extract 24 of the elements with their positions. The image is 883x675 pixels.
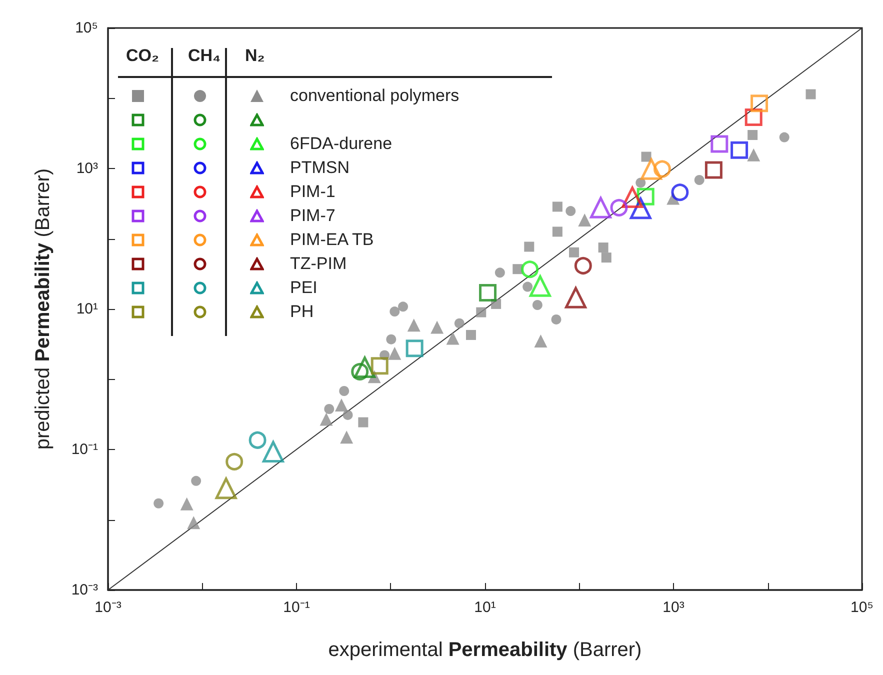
legend-label: 6FDA-durene — [290, 133, 392, 155]
annotation: CO₂ — [126, 46, 160, 66]
x-tick-label: 10¹ — [474, 599, 496, 616]
legend-label: PIM-1 — [290, 181, 336, 203]
x-tick-label: 10⁻¹ — [283, 599, 310, 616]
legend-label: PEI — [290, 277, 318, 299]
annotation: N₂ — [245, 46, 265, 66]
y-tick-label: 10⁵ — [75, 20, 98, 36]
x-tick-label: 10⁻³ — [94, 599, 122, 616]
x-tick-label: 10⁵ — [850, 599, 874, 616]
legend-label: PTMSN — [290, 157, 350, 179]
legend-label: TZ-PIM — [290, 253, 347, 275]
legend-label: PIM-7 — [290, 205, 336, 227]
legend-label: conventional polymers — [290, 85, 460, 107]
legend-label: PIM-EA TB — [290, 229, 374, 251]
annotation: CH₄ — [188, 46, 221, 66]
x-axis-title: experimental Permeability (Barrer) — [328, 639, 642, 661]
y-tick-label: 10⁻¹ — [71, 441, 98, 458]
y-tick-label: 10³ — [76, 160, 98, 177]
y-axis-title: predicted Permeability (Barrer) — [32, 168, 54, 450]
x-tick-label: 10³ — [662, 599, 684, 616]
legend-label: PH — [290, 301, 314, 323]
y-tick-label: 10⁻³ — [71, 582, 98, 598]
y-tick-label: 10¹ — [76, 300, 98, 318]
